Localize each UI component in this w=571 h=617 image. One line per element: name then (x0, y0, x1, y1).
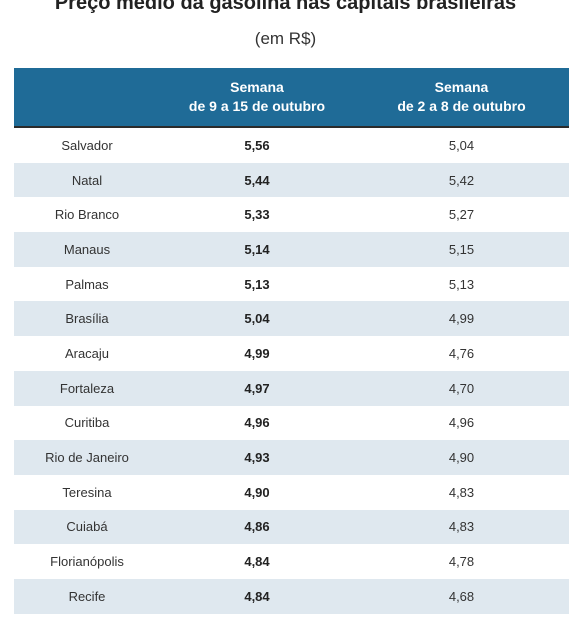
table-row: Cuiabá 4,86 4,83 (14, 509, 569, 545)
cell-week-2-8: 4,90 (448, 450, 475, 466)
cell-city: Fortaleza (59, 380, 115, 396)
cell-city: Salvador (61, 137, 113, 153)
header-week-2-8-line1: Semana (434, 79, 489, 95)
cell-city: Florianópolis (50, 554, 124, 570)
table-row: Fortaleza 4,97 4,70 (14, 370, 569, 406)
cell-week-2-8: 4,70 (448, 380, 475, 396)
cell-city: Aracaju (64, 345, 110, 361)
table-row: Rio de Janeiro 4,93 4,90 (14, 440, 569, 475)
cell-week-9-15: 5,13 (244, 276, 270, 292)
table-row: Aracaju 4,99 4,76 (14, 336, 569, 371)
table-row: Rio Branco 5,33 5,27 (14, 197, 569, 232)
cell-city: Rio Branco (54, 207, 120, 223)
cell-week-9-15: 4,86 (244, 519, 270, 535)
cell-week-2-8: 4,83 (448, 484, 475, 500)
cell-city: Natal (71, 172, 103, 188)
cell-week-9-15: 4,84 (244, 588, 270, 604)
chart-title: Preço médio da gasolina nas capitais bra… (54, 0, 517, 14)
table-row: Palmas 5,13 5,13 (14, 267, 569, 302)
chart-subtitle: (em R$) (254, 29, 317, 48)
header-week-9-15-line2: de 9 a 15 de outubro (188, 98, 326, 114)
header-week-9-15-line1: Semana (230, 79, 284, 95)
cell-city: Curitiba (64, 415, 110, 431)
cell-city: Rio de Janeiro (45, 450, 129, 466)
table-row: Curitiba 4,96 4,96 (14, 406, 569, 441)
header-week-2-8: Semana de 2 a 8 de outubro (354, 68, 569, 126)
cell-week-9-15: 4,96 (244, 415, 270, 431)
cell-week-2-8: 4,96 (448, 415, 475, 431)
cell-week-9-15: 4,97 (244, 380, 270, 396)
header-week-2-8-line2: de 2 a 8 de outubro (397, 98, 526, 114)
cell-week-2-8: 4,78 (448, 554, 475, 570)
cell-city: Palmas (65, 276, 109, 292)
table-row: Recife 4,84 4,68 (14, 578, 569, 614)
cell-week-2-8: 4,76 (448, 345, 475, 361)
table-row: Teresina 4,90 4,83 (14, 475, 569, 510)
cell-week-9-15: 5,14 (244, 241, 270, 257)
cell-week-2-8: 4,99 (448, 311, 475, 327)
cell-week-2-8: 4,83 (448, 519, 475, 535)
cell-week-2-8: 5,42 (448, 172, 475, 188)
table-header: Semana de 9 a 15 de outubro Semana de 2 … (14, 68, 569, 128)
price-table: Semana de 9 a 15 de outubro Semana de 2 … (14, 68, 569, 614)
cell-week-9-15: 5,33 (244, 207, 270, 223)
table-row: Manaus 5,14 5,15 (14, 232, 569, 267)
cell-week-2-8: 5,04 (448, 137, 475, 153)
header-week-9-15: Semana de 9 a 15 de outubro (160, 68, 354, 126)
table-row: Salvador 5,56 5,04 (14, 128, 569, 163)
cell-week-2-8: 5,15 (448, 241, 475, 257)
cell-week-9-15: 4,90 (244, 484, 270, 500)
cell-week-9-15: 4,93 (244, 450, 270, 466)
table-row: Florianópolis 4,84 4,78 (14, 544, 569, 579)
cell-week-2-8: 5,13 (448, 276, 475, 292)
cell-week-2-8: 4,68 (448, 588, 475, 604)
table-row: Brasília 5,04 4,99 (14, 301, 569, 337)
cell-week-2-8: 5,27 (448, 207, 475, 223)
table-row: Natal 5,44 5,42 (14, 162, 569, 198)
cell-week-9-15: 5,44 (244, 172, 270, 188)
cell-city: Teresina (62, 484, 112, 500)
cell-city: Manaus (63, 241, 111, 257)
cell-week-9-15: 5,56 (244, 137, 270, 153)
cell-week-9-15: 4,84 (244, 554, 270, 570)
header-city (14, 68, 160, 126)
cell-week-9-15: 5,04 (244, 311, 270, 327)
cell-city: Cuiabá (66, 519, 108, 535)
cell-city: Brasília (65, 311, 109, 327)
cell-week-9-15: 4,99 (244, 345, 270, 361)
cell-city: Recife (68, 588, 106, 604)
table-body: Salvador 5,56 5,04 Natal 5,44 5,42 Rio Branco 5… (14, 128, 569, 614)
